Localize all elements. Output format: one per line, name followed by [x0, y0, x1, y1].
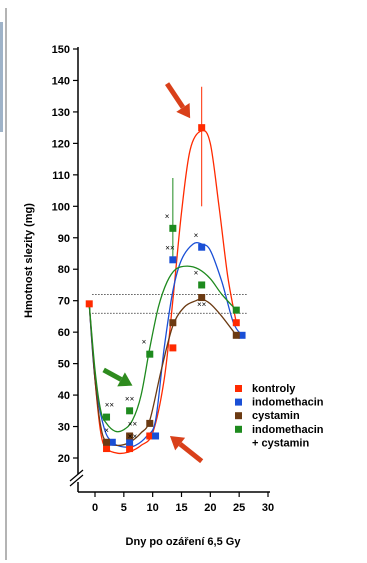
- annotation-arrow: [165, 82, 191, 119]
- data-point: [103, 438, 111, 446]
- significance-marker: ××: [125, 394, 135, 403]
- y-ticks: 20 30 40 50 60 70 80 90 100 110 120 130 140 150: [52, 44, 78, 465]
- data-point: [169, 256, 177, 264]
- y-tick-label: 140: [52, 75, 70, 87]
- legend: kontrolyindomethacincystaminindomethacin…: [235, 383, 324, 449]
- significance-marker: ××: [197, 300, 207, 309]
- y-tick-label: 40: [58, 390, 70, 402]
- data-points: [85, 124, 246, 453]
- legend-label: cystamin: [252, 410, 300, 422]
- x-tick-label: 20: [204, 502, 216, 514]
- legend-label: kontroly: [252, 383, 296, 395]
- x-tick-label: 30: [262, 502, 274, 514]
- left-edge-strip: [0, 22, 3, 132]
- arrow-head: [176, 102, 191, 119]
- series-line: [88, 298, 237, 447]
- annotation-arrows: [102, 82, 204, 464]
- x-ticks: 0 5 10 15 20 25 30: [92, 492, 274, 514]
- y-axis-break: [69, 469, 84, 487]
- y-tick-label: 70: [58, 296, 70, 308]
- x-tick-label: 5: [121, 502, 127, 514]
- legend-swatch: [235, 425, 242, 433]
- y-tick-label: 80: [58, 264, 70, 276]
- data-point: [146, 350, 154, 358]
- x-tick-label: 0: [92, 502, 98, 514]
- arrow-head: [169, 435, 186, 451]
- annotation-arrow: [102, 367, 133, 387]
- data-point: [126, 432, 134, 440]
- data-point: [198, 281, 206, 289]
- data-point: [169, 224, 177, 232]
- arrow-shaft: [178, 442, 204, 464]
- data-point: [126, 445, 134, 453]
- significance-marker: ××: [165, 243, 175, 252]
- y-tick-label: 150: [52, 44, 70, 56]
- error-bars: [172, 86, 203, 260]
- data-point: [198, 294, 206, 302]
- legend-swatch: [235, 398, 242, 406]
- significance-marker: ×: [194, 269, 199, 278]
- x-tick-label: 25: [233, 502, 245, 514]
- significance-marker: ××: [105, 401, 115, 410]
- legend-swatch: [235, 412, 242, 420]
- axis-break-gap: [72, 474, 84, 482]
- legend-label: indomethacin: [252, 424, 324, 436]
- arrow-head: [117, 372, 133, 387]
- y-axis-title: Hmotnost slezity (mg): [23, 203, 35, 318]
- legend-label: indomethacin: [252, 397, 324, 409]
- y-tick-label: 130: [52, 107, 70, 119]
- y-tick-label: 90: [58, 233, 70, 245]
- significance-marker: ××: [128, 420, 138, 429]
- data-point: [238, 331, 246, 339]
- legend-entry: indomethacin: [235, 424, 324, 436]
- data-point: [126, 407, 134, 415]
- significance-marker: ×: [142, 338, 147, 347]
- legend-entry: cystamin: [235, 410, 300, 422]
- data-point: [169, 319, 177, 327]
- legend-entry: kontroly: [235, 383, 296, 395]
- axis-break-mark: [69, 469, 84, 482]
- y-tick-label: 60: [58, 327, 70, 339]
- arrow-shaft: [102, 367, 123, 382]
- arrow-shaft: [165, 82, 186, 109]
- x-tick-label: 10: [147, 502, 159, 514]
- data-point: [198, 243, 206, 251]
- legend-label: + cystamin: [252, 437, 309, 449]
- significance-marker: ××: [128, 432, 138, 441]
- annotation-arrow: [169, 435, 204, 464]
- significance-marker: ×: [165, 212, 170, 221]
- y-tick-label: 30: [58, 422, 70, 434]
- data-point: [169, 344, 177, 352]
- y-tick-label: 110: [52, 170, 70, 182]
- series-line: [88, 241, 243, 448]
- data-point: [232, 306, 240, 314]
- data-point: [146, 419, 154, 427]
- data-point: [85, 300, 93, 308]
- x-axis-title: Dny po ozáření 6,5 Gy: [126, 536, 242, 548]
- data-point: [108, 438, 116, 446]
- data-point: [103, 445, 111, 453]
- y-tick-label: 20: [58, 453, 70, 465]
- significance-marker: ×: [194, 231, 199, 240]
- data-point: [232, 319, 240, 327]
- legend-swatch: [235, 385, 242, 392]
- x-tick-label: 15: [175, 502, 187, 514]
- y-tick-label: 120: [52, 138, 70, 150]
- y-tick-label: 50: [58, 359, 70, 371]
- data-point: [232, 331, 240, 339]
- legend-entry: + cystamin: [252, 437, 309, 449]
- data-point: [103, 413, 111, 421]
- y-tick-label: 100: [52, 201, 70, 213]
- axis-break-mark: [69, 474, 84, 487]
- significance-markers: ×××××××××××××××××: [104, 212, 206, 441]
- legend-entry: indomethacin: [235, 397, 324, 409]
- data-point: [126, 438, 134, 446]
- data-point: [198, 124, 206, 132]
- significance-marker: ×: [104, 426, 109, 435]
- data-point: [152, 432, 160, 440]
- data-point: [146, 432, 154, 440]
